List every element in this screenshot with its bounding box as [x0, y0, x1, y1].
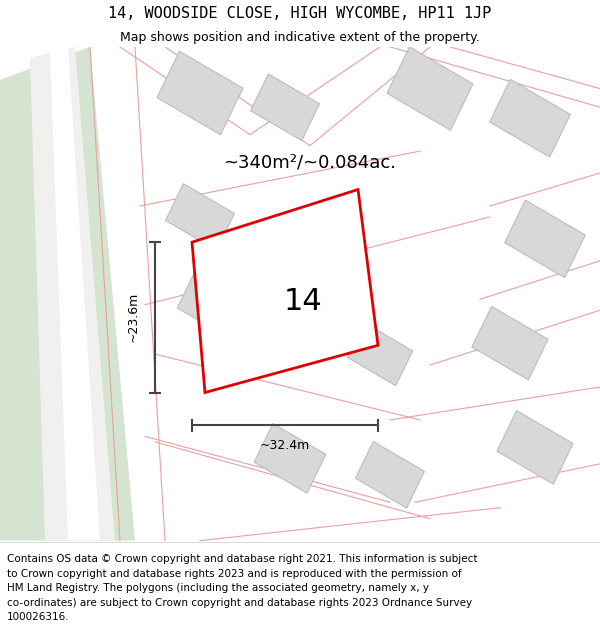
- Polygon shape: [490, 79, 571, 157]
- Text: 100026316.: 100026316.: [7, 612, 70, 622]
- Text: ~23.6m: ~23.6m: [127, 292, 139, 342]
- Polygon shape: [157, 51, 243, 135]
- Text: 14: 14: [284, 287, 323, 316]
- Text: 14, WOODSIDE CLOSE, HIGH WYCOMBE, HP11 1JP: 14, WOODSIDE CLOSE, HIGH WYCOMBE, HP11 1…: [109, 6, 491, 21]
- Polygon shape: [347, 322, 413, 386]
- Polygon shape: [192, 189, 378, 392]
- Polygon shape: [254, 424, 326, 493]
- Polygon shape: [30, 47, 115, 541]
- Polygon shape: [497, 411, 573, 484]
- Polygon shape: [505, 200, 586, 278]
- Polygon shape: [166, 184, 235, 250]
- Polygon shape: [472, 306, 548, 380]
- Polygon shape: [355, 441, 425, 508]
- Text: ~340m²/~0.084ac.: ~340m²/~0.084ac.: [223, 153, 397, 171]
- Text: HM Land Registry. The polygons (including the associated geometry, namely x, y: HM Land Registry. The polygons (includin…: [7, 583, 429, 593]
- Polygon shape: [292, 208, 358, 271]
- Text: Map shows position and indicative extent of the property.: Map shows position and indicative extent…: [120, 31, 480, 44]
- Text: Contains OS data © Crown copyright and database right 2021. This information is : Contains OS data © Crown copyright and d…: [7, 554, 478, 564]
- Text: ~32.4m: ~32.4m: [260, 439, 310, 452]
- Polygon shape: [177, 273, 243, 336]
- Polygon shape: [50, 47, 100, 541]
- Polygon shape: [250, 74, 320, 141]
- Text: to Crown copyright and database rights 2023 and is reproduced with the permissio: to Crown copyright and database rights 2…: [7, 569, 462, 579]
- Text: co-ordinates) are subject to Crown copyright and database rights 2023 Ordnance S: co-ordinates) are subject to Crown copyr…: [7, 598, 472, 608]
- Polygon shape: [0, 47, 135, 541]
- Polygon shape: [387, 47, 473, 131]
